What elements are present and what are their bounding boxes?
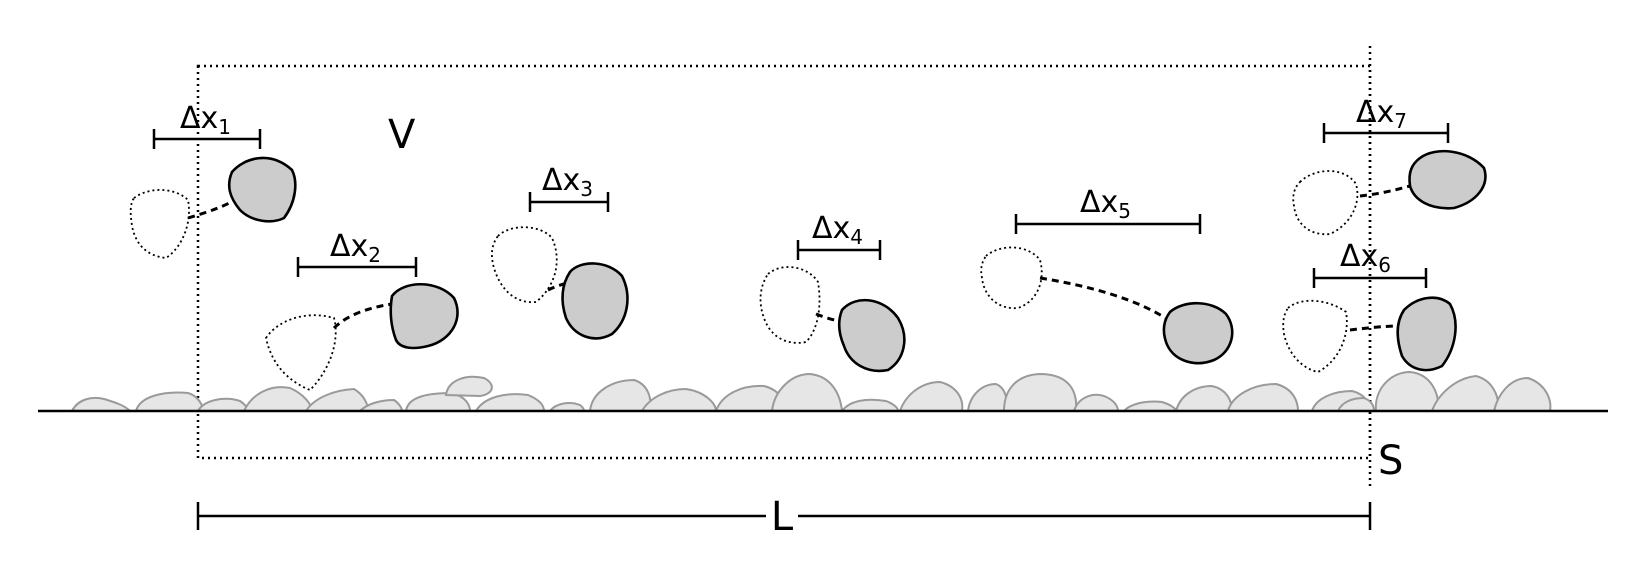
bracket-dx6 xyxy=(1312,268,1428,288)
particle-5 xyxy=(980,246,1234,365)
dx6-label: Δx6 xyxy=(1340,239,1391,277)
particle-1-trajectory xyxy=(187,196,239,220)
particle-3-trajectory xyxy=(547,280,571,292)
particle-6-final xyxy=(1396,296,1457,372)
bracket-dx2 xyxy=(296,257,418,277)
particle-5-trajectory xyxy=(1039,276,1175,326)
particle-4-initial xyxy=(759,266,821,344)
dx1-label: Δx1 xyxy=(180,101,231,139)
particle-4 xyxy=(759,266,906,373)
particle-2-initial xyxy=(265,314,337,392)
bracket-dx5 xyxy=(1014,214,1202,234)
length-label: L xyxy=(771,494,794,540)
particle-6 xyxy=(1282,296,1457,373)
displacement-brackets xyxy=(152,123,1450,288)
particle-3-final xyxy=(561,262,629,340)
particle-2-trajectory xyxy=(332,302,393,330)
particle-1 xyxy=(129,156,297,259)
particle-6-trajectory xyxy=(1349,324,1401,332)
dx2-label: Δx2 xyxy=(330,229,381,267)
particle-5-final xyxy=(1162,301,1234,365)
particle-3-initial xyxy=(491,226,558,303)
bed-particles xyxy=(70,370,1552,412)
particle-7 xyxy=(1292,149,1487,236)
dx7-label: Δx7 xyxy=(1356,95,1407,133)
bracket-dx4 xyxy=(796,240,882,260)
bracket-dx3 xyxy=(528,192,610,212)
dx3-label: Δx3 xyxy=(542,163,593,201)
bracket-dx1 xyxy=(152,129,262,149)
particle-2-final xyxy=(389,283,459,350)
dx5-label: Δx5 xyxy=(1080,185,1131,223)
particle-7-initial xyxy=(1292,170,1359,236)
particle-3 xyxy=(491,226,629,340)
particle-7-trajectory xyxy=(1359,182,1417,198)
particle-7-final xyxy=(1408,149,1487,210)
particle-2 xyxy=(265,283,459,392)
dx4-label: Δx4 xyxy=(812,211,863,249)
displacement-labels: Δx1 Δx2 Δx3 Δx4 Δx5 Δx6 Δx7 xyxy=(180,95,1407,277)
particle-5-initial xyxy=(980,246,1043,309)
length-dimension: L xyxy=(196,494,1372,540)
particle-4-final xyxy=(837,298,906,373)
particle-1-initial xyxy=(129,189,190,259)
particle-1-final xyxy=(227,156,297,223)
particle-6-initial xyxy=(1282,299,1348,373)
volume-label: V xyxy=(388,112,416,158)
surface-label: S xyxy=(1378,438,1403,484)
bracket-dx7 xyxy=(1322,123,1450,143)
